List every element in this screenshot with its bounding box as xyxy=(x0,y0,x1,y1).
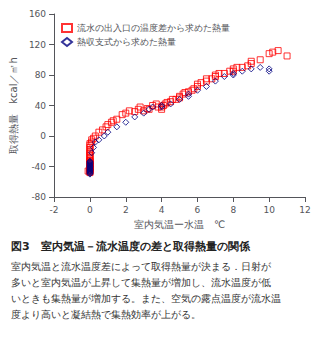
svg-text:室内気温と流水温度差によって取得熱量が決まる．日射が: 室内気温と流水温度差によって取得熱量が決まる．日射が xyxy=(11,261,272,272)
svg-text:12: 12 xyxy=(299,205,310,215)
svg-text:-80: -80 xyxy=(31,192,46,202)
svg-text:120: 120 xyxy=(29,40,46,50)
svg-text:-40: -40 xyxy=(31,162,46,172)
svg-text:図3 室内気温－流水温度の差と取得熱量の関係: 図3 室内気温－流水温度の差と取得熱量の関係 xyxy=(11,240,251,253)
svg-text:6: 6 xyxy=(195,205,201,215)
svg-text:熱収支式から求めた熱量: 熱収支式から求めた熱量 xyxy=(77,37,176,47)
svg-text:80: 80 xyxy=(35,70,47,80)
svg-text:取得熱量 kcal／㎡h: 取得熱量 kcal／㎡h xyxy=(8,57,19,154)
svg-text:160: 160 xyxy=(29,9,46,19)
svg-text:10: 10 xyxy=(263,205,275,215)
svg-text:多いと室内気温が上昇して集熱量が増加し、流水温度が低: 多いと室内気温が上昇して集熱量が増加し、流水温度が低 xyxy=(11,277,271,288)
svg-text:2: 2 xyxy=(123,205,129,215)
svg-text:8: 8 xyxy=(230,205,236,215)
svg-text:4: 4 xyxy=(159,205,165,215)
svg-text:いときも集熱量が増加する。また、空気の露点温度が流水温: いときも集熱量が増加する。また、空気の露点温度が流水温 xyxy=(11,293,281,304)
svg-text:度より高いと凝結熱で集熱効率が上がる。: 度より高いと凝結熱で集熱効率が上がる。 xyxy=(11,309,201,320)
svg-text:-2: -2 xyxy=(50,205,59,215)
svg-text:0: 0 xyxy=(87,205,93,215)
svg-text:流水の出入口の温度差から求めた熱量: 流水の出入口の温度差から求めた熱量 xyxy=(77,23,230,33)
svg-text:40: 40 xyxy=(35,101,47,111)
svg-text:0: 0 xyxy=(40,131,46,141)
svg-text:室内気温ー水温 ℃: 室内気温ー水温 ℃ xyxy=(134,219,225,230)
